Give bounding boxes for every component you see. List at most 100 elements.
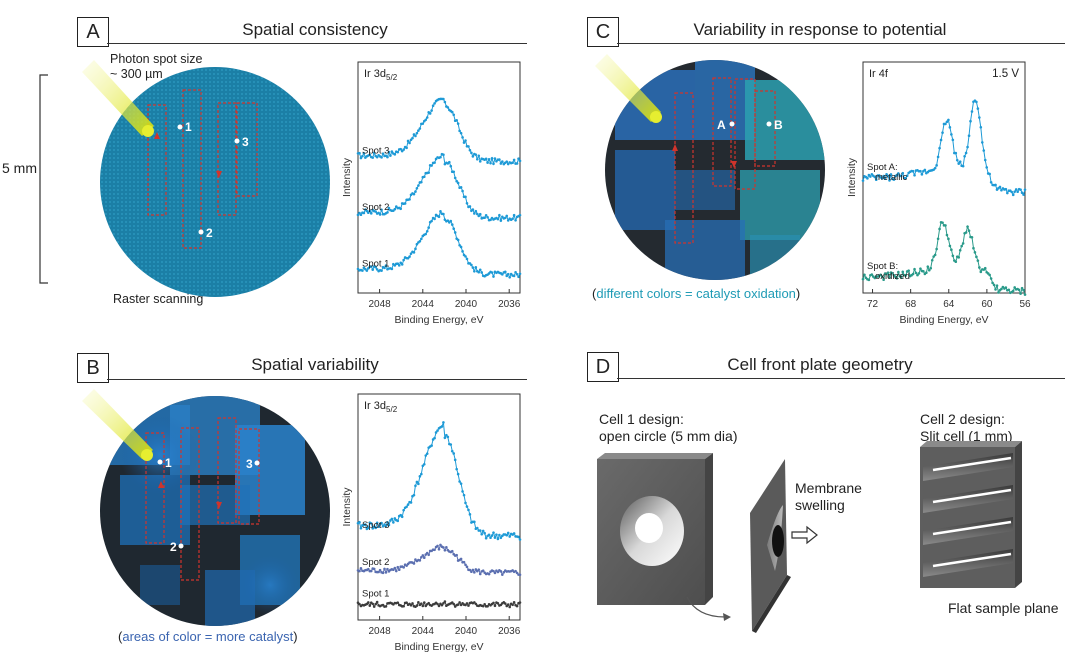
data-point bbox=[425, 551, 429, 555]
oxidation-regions bbox=[615, 60, 825, 280]
panel-c-letter: C bbox=[587, 17, 619, 47]
data-point bbox=[374, 210, 377, 213]
spot-2-marker-b bbox=[178, 543, 184, 549]
data-point bbox=[481, 569, 485, 573]
spot-size-label: Photon spot size ~ 300 µm bbox=[110, 52, 203, 81]
series-label: Spot 3 bbox=[362, 145, 389, 156]
data-point bbox=[409, 603, 413, 607]
data-point bbox=[888, 275, 891, 279]
data-point bbox=[443, 600, 447, 603]
data-point bbox=[496, 217, 500, 221]
data-point bbox=[499, 219, 503, 222]
data-point bbox=[866, 177, 869, 180]
x-tick-label: 68 bbox=[905, 299, 917, 310]
data-point bbox=[489, 536, 492, 540]
data-point bbox=[455, 467, 458, 471]
data-point bbox=[389, 154, 392, 157]
panel-c-title: Variability in response to potential bbox=[693, 20, 947, 39]
x-tick-label: 2040 bbox=[455, 626, 478, 637]
data-point bbox=[412, 251, 416, 254]
data-point bbox=[489, 218, 492, 222]
data-point bbox=[465, 602, 469, 605]
data-point bbox=[461, 490, 464, 493]
data-point bbox=[399, 207, 403, 211]
data-point bbox=[417, 129, 420, 132]
panel-a-letter: A bbox=[77, 17, 109, 47]
data-point bbox=[386, 155, 389, 159]
data-point bbox=[508, 535, 511, 538]
data-point bbox=[415, 131, 419, 135]
data-point bbox=[445, 433, 448, 437]
data-point bbox=[867, 278, 871, 282]
data-point bbox=[1016, 190, 1019, 194]
data-point bbox=[474, 209, 478, 213]
data-point bbox=[452, 113, 456, 117]
data-point bbox=[369, 212, 373, 215]
x-tick-label: 60 bbox=[981, 299, 993, 310]
data-point bbox=[489, 161, 492, 165]
data-point bbox=[471, 568, 475, 572]
x-tick-label: 2044 bbox=[412, 626, 435, 637]
spot-2-marker bbox=[198, 229, 204, 235]
data-point bbox=[911, 272, 915, 276]
data-point bbox=[359, 526, 363, 530]
data-point bbox=[446, 435, 450, 439]
data-point bbox=[978, 116, 981, 119]
data-point bbox=[442, 97, 445, 101]
spectrum-chart-a: 2048 2044 2040 2036 Binding Energy, eV Intens… bbox=[341, 61, 522, 326]
data-point bbox=[421, 122, 425, 125]
flat-plane-label: Flat sample plane bbox=[948, 600, 1059, 616]
data-point bbox=[418, 475, 422, 478]
data-point bbox=[1013, 190, 1016, 193]
data-point bbox=[468, 205, 472, 208]
photon-spot-b bbox=[141, 449, 153, 461]
data-point bbox=[430, 164, 433, 167]
panel-b: B Spatial variability (areas of color = … bbox=[0, 335, 540, 660]
data-point bbox=[453, 231, 457, 234]
data-point bbox=[445, 545, 448, 549]
photon-spot bbox=[142, 125, 154, 137]
panel-b-rule bbox=[107, 379, 527, 380]
data-point bbox=[465, 257, 469, 261]
data-point bbox=[899, 276, 903, 279]
data-point bbox=[904, 176, 908, 180]
data-point bbox=[515, 604, 519, 608]
data-point bbox=[967, 134, 971, 138]
data-point bbox=[493, 571, 497, 575]
data-point bbox=[955, 158, 959, 162]
data-point bbox=[501, 573, 504, 576]
data-point bbox=[518, 213, 522, 217]
data-point bbox=[436, 544, 439, 548]
data-point bbox=[499, 570, 503, 573]
data-point bbox=[427, 226, 430, 229]
data-point bbox=[518, 573, 522, 576]
data-point bbox=[490, 157, 494, 160]
data-point bbox=[880, 275, 884, 278]
data-point bbox=[467, 604, 470, 607]
data-point bbox=[368, 153, 372, 157]
data-point bbox=[462, 560, 466, 564]
data-point bbox=[358, 602, 361, 606]
data-point bbox=[378, 568, 382, 572]
data-point bbox=[988, 172, 991, 176]
data-point bbox=[462, 141, 466, 144]
data-point bbox=[926, 265, 930, 268]
data-point bbox=[420, 180, 423, 184]
x-tick-label: 2036 bbox=[498, 299, 521, 310]
data-point bbox=[994, 288, 997, 291]
data-point bbox=[471, 266, 475, 269]
x-tick-label: 2048 bbox=[368, 626, 391, 637]
data-point bbox=[400, 515, 404, 519]
data-point bbox=[938, 146, 941, 150]
data-point bbox=[471, 155, 475, 158]
data-point bbox=[381, 524, 385, 528]
data-point bbox=[449, 164, 453, 168]
data-point bbox=[414, 134, 417, 138]
data-point bbox=[459, 245, 463, 249]
data-point bbox=[879, 273, 882, 277]
data-point bbox=[963, 154, 966, 158]
data-point bbox=[891, 271, 894, 275]
data-point bbox=[428, 112, 432, 115]
data-point bbox=[386, 521, 389, 524]
data-point bbox=[964, 151, 968, 155]
